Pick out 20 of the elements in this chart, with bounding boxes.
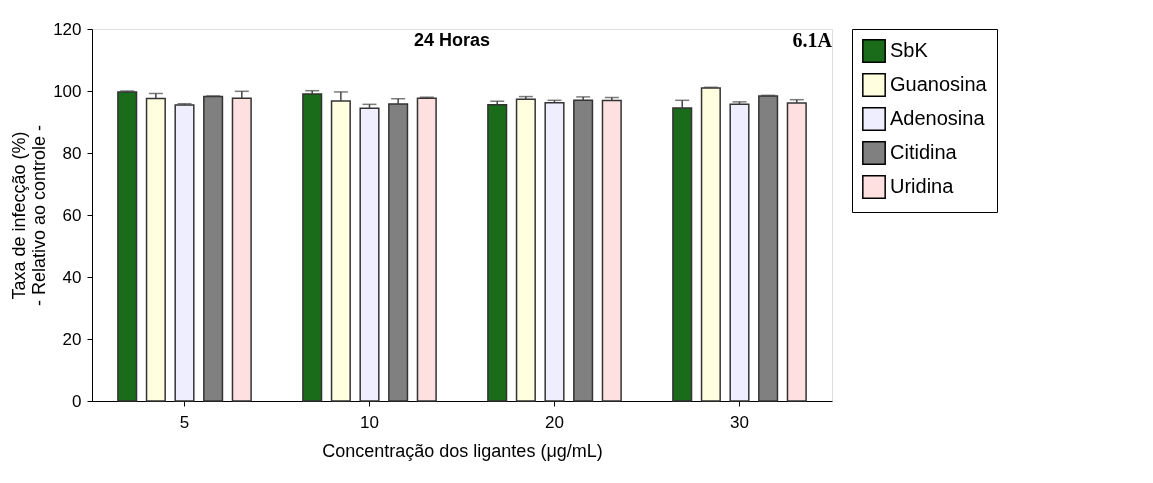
legend-label: Uridina (890, 175, 955, 197)
legend-label: Citidina (890, 141, 958, 163)
y-tick-label: 100 (53, 81, 82, 101)
y-axis-title: Taxa de infecção (%) - Relativo ao controle - (9, 124, 50, 307)
y-tick-label: 60 (62, 205, 82, 225)
y-tick-label: 80 (62, 143, 82, 163)
y-tick-label: 40 (62, 267, 82, 287)
x-axis-title: Concentração dos ligantes (μg/mL) (322, 440, 603, 461)
legend-label: Guanosina (890, 73, 988, 95)
legend-label: Adenosina (890, 107, 986, 129)
annotation: 6.1A (792, 29, 833, 51)
y-tick-label: 20 (62, 329, 82, 349)
x-tick-label: 5 (179, 412, 190, 432)
y-tick-label: 0 (72, 391, 82, 411)
y-tick-label: 120 (53, 19, 82, 39)
x-tick-label: 30 (730, 412, 749, 432)
chart-title: 24 Horas (413, 30, 491, 50)
legend-label: SbK (890, 39, 929, 61)
x-tick-label: 10 (360, 412, 379, 432)
x-tick-label: 20 (545, 412, 564, 432)
